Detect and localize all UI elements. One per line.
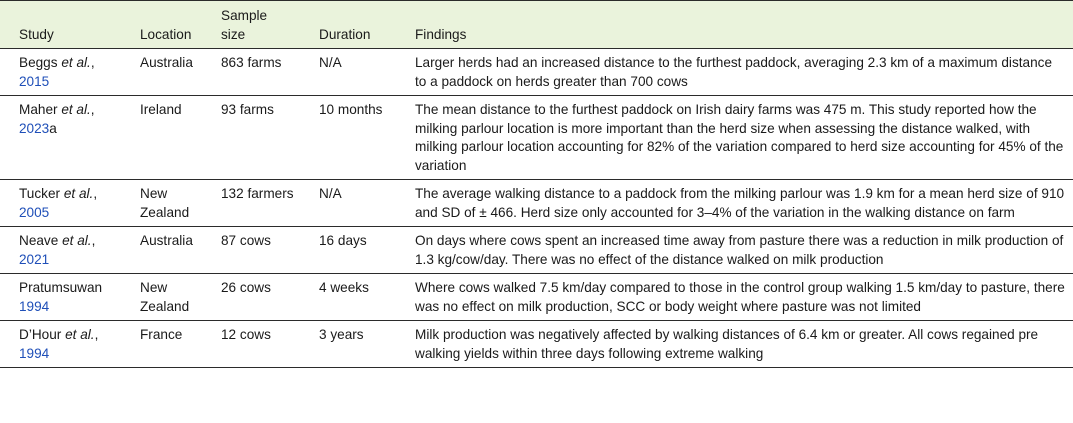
findings-cell: Milk production was negatively affected … [415, 327, 1039, 361]
location-cell: Australia [140, 233, 193, 248]
study-cell: D’Hour et al., 1994 [19, 327, 99, 361]
citation-link[interactable]: 2023 [19, 120, 50, 136]
table-row: D’Hour et al., 1994 France 12 cows 3 year… [0, 320, 1073, 368]
study-cell: Maher et al., 2023a [19, 102, 95, 136]
duration-cell: 16 days [319, 233, 367, 248]
sample-size-cell: 12 cows [221, 327, 271, 342]
findings-cell: On days where cows spent an increased ti… [415, 233, 1064, 267]
author: Beggs [19, 55, 58, 70]
findings-cell: The mean distance to the furthest paddoc… [415, 102, 1064, 173]
author: Maher [19, 102, 58, 117]
header-sample-size: Sample size [221, 8, 268, 42]
duration-cell: 4 weeks [319, 280, 369, 295]
et-al: et al. [61, 102, 91, 117]
location-cell: New Zealand [140, 280, 190, 314]
author: Neave [19, 233, 59, 248]
citation-link[interactable]: 2021 [19, 251, 50, 267]
citation-link[interactable]: 1994 [19, 298, 50, 314]
citation-link[interactable]: 2015 [19, 73, 50, 89]
duration-cell: 10 months [319, 102, 383, 117]
location-cell: Australia [140, 55, 193, 70]
et-al: et al. [63, 186, 94, 201]
location-cell: Ireland [140, 102, 182, 117]
et-al: et al. [61, 55, 91, 70]
citation-link[interactable]: 1994 [19, 345, 50, 361]
duration-cell: N/A [319, 55, 342, 70]
sample-size-cell: 93 farms [221, 102, 274, 117]
duration-cell: N/A [319, 186, 342, 201]
sample-size-cell: 863 farms [221, 55, 282, 70]
study-cell: Beggs et al., 2015 [19, 55, 95, 89]
header-study: Study [19, 26, 54, 42]
et-al: et al. [62, 233, 92, 248]
findings-cell: Where cows walked 7.5 km/day compared to… [415, 280, 1065, 314]
table-row: Maher et al., 2023a Ireland 93 farms 10 m… [0, 95, 1073, 180]
sample-size-cell: 87 cows [221, 233, 271, 248]
header-row: Study Location Sample size Duration Find… [0, 0, 1073, 49]
author: Tucker [19, 186, 61, 201]
sample-size-cell: 26 cows [221, 280, 271, 295]
study-cell: Neave et al., 2021 [19, 233, 96, 267]
findings-cell: Larger herds had an increased distance t… [415, 55, 1053, 89]
table-row: Neave et al., 2021 Australia 87 cows 16 d… [0, 226, 1073, 274]
study-cell: Tucker et al., 2005 [19, 186, 98, 220]
citation-suffix: a [49, 120, 57, 136]
findings-cell: The average walking distance to a paddoc… [415, 186, 1065, 220]
et-al: et al. [65, 327, 95, 342]
study-cell: Pratumsuwan 1994 [0, 274, 121, 321]
header-findings: Findings [415, 26, 467, 42]
studies-table: Study Location Sample size Duration Find… [0, 0, 1073, 368]
table-row: Tucker et al., 2005 New Zealand 132 farme… [0, 179, 1073, 227]
header-duration: Duration [319, 26, 371, 42]
author: Pratumsuwan [19, 280, 103, 295]
table-row: Pratumsuwan 1994 New Zealand 26 cows 4 we… [0, 273, 1073, 321]
header-location: Location [140, 26, 192, 42]
table-row: Beggs et al., 2015 Australia 863 farms N/… [0, 48, 1073, 96]
sample-size-cell: 132 farmers [221, 186, 294, 201]
author: D’Hour [19, 327, 62, 342]
duration-cell: 3 years [319, 327, 364, 342]
location-cell: New Zealand [140, 186, 190, 220]
citation-link[interactable]: 2005 [19, 204, 50, 220]
location-cell: France [140, 327, 183, 342]
